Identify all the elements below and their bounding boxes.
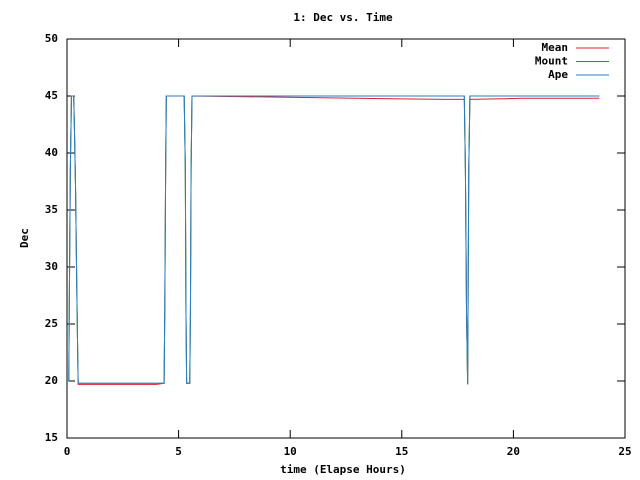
- legend-label: Mean: [542, 41, 569, 54]
- y-axis-label: Dec: [18, 228, 31, 248]
- y-tick-label: 20: [45, 374, 58, 387]
- chart-title: 1: Dec vs. Time: [293, 11, 393, 24]
- x-tick-label: 15: [395, 445, 408, 458]
- x-tick-label: 20: [507, 445, 520, 458]
- plot-border: [66, 38, 626, 439]
- legend-label: Mount: [535, 55, 568, 68]
- x-tick-label: 5: [175, 445, 182, 458]
- y-tick-label: 25: [45, 317, 58, 330]
- y-tick-label: 35: [45, 203, 58, 216]
- x-tick-label: 25: [618, 445, 631, 458]
- series-line: [67, 95, 600, 385]
- y-tick-label: 30: [45, 260, 58, 273]
- y-tick-label: 15: [45, 431, 58, 444]
- x-axis-label: time (Elapse Hours): [280, 463, 406, 476]
- y-tick-label: 50: [45, 32, 58, 45]
- x-tick-label: 0: [64, 445, 71, 458]
- legend-label: Ape: [548, 68, 568, 81]
- y-tick-label: 45: [45, 89, 58, 102]
- x-tick-label: 10: [284, 445, 297, 458]
- y-tick-label: 40: [45, 146, 58, 159]
